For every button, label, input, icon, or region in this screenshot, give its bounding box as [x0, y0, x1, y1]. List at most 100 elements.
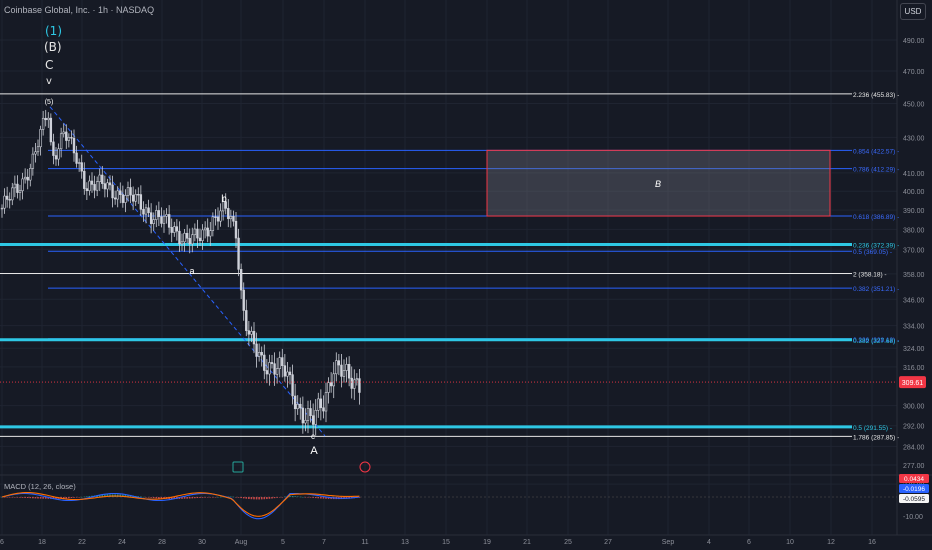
candle-body [144, 207, 148, 215]
candle-body [278, 357, 281, 369]
macd-histogram-bar [289, 495, 291, 497]
macd-histogram-bar [47, 497, 50, 499]
candle-body [34, 151, 37, 155]
macd-histogram-bar [294, 496, 296, 497]
candles [0, 109, 897, 437]
candle-body [121, 194, 125, 203]
time-tick: 6 [747, 539, 751, 546]
candle-body [273, 363, 276, 375]
macd-histogram-bar [263, 497, 266, 500]
candle-body [296, 403, 299, 410]
price-tick: 300.00 [903, 404, 925, 411]
price-axis[interactable]: 490.00 470.00 450.00 430.00 410.00 400.00 390.… [896, 0, 926, 535]
fib-label: 0.5 (291.55) - [853, 425, 892, 432]
candle-body [173, 226, 176, 233]
price-tick: 390.00 [903, 208, 925, 215]
candle-body [113, 197, 117, 200]
macd-label: MACD (12, 26, close) [4, 482, 76, 491]
time-tick: 25 [564, 539, 572, 546]
candle-body [209, 230, 212, 237]
candle-body [103, 183, 107, 190]
candle-body [201, 229, 204, 242]
macd-histogram-bar [237, 497, 240, 498]
time-tick: 18 [38, 539, 46, 546]
macd-histogram-bar [276, 497, 278, 498]
fib-label: 0.382 (327.68) - [853, 338, 899, 345]
wave-label-A: A [310, 445, 318, 457]
macd-histogram-bar [314, 497, 317, 499]
time-axis[interactable]: 6 18 22 24 28 30 Aug 5 7 11 13 15 19 21 25 27 Sep 4 6 10 12 1… [0, 534, 932, 546]
price-tick: 277.00 [903, 463, 925, 470]
candle-body [83, 170, 86, 189]
candle-body [80, 162, 83, 172]
candle-body [293, 395, 297, 410]
macd-histogram-bar [88, 496, 91, 497]
candle-body [193, 228, 197, 236]
fib-label: 2 (358.18) - [853, 271, 887, 278]
macd-histogram-bar [173, 497, 176, 500]
time-tick: Aug [235, 539, 248, 546]
candle-body [162, 215, 166, 224]
macd-histogram-bar [181, 497, 183, 499]
candle-body [137, 193, 140, 196]
price-tick: 410.00 [903, 171, 925, 178]
fib-label: 0.236 (372.39) - [853, 243, 899, 250]
macd-histogram-bar [309, 497, 312, 498]
macd-histogram-bar [21, 497, 24, 498]
candle-body [90, 180, 94, 185]
macd-histogram-bar [73, 497, 75, 498]
candle-body [36, 146, 40, 153]
wave-label-B-paren: (B) [44, 40, 62, 54]
macd-histogram-bar [230, 496, 232, 498]
target-box-label: B [655, 179, 661, 189]
macd-histogram-bar [127, 495, 129, 497]
candle-body [3, 195, 6, 209]
candle-body [116, 190, 119, 200]
fib-label: 0.382 (351.21) - [853, 286, 899, 293]
macd-histogram-bar [26, 497, 29, 499]
macd-histogram-bar [78, 497, 80, 498]
candle-body [196, 228, 199, 239]
macd-histogram-bar [147, 497, 150, 498]
macd-histogram-bar [62, 497, 65, 499]
time-tick: 27 [604, 539, 612, 546]
time-tick: 28 [158, 539, 166, 546]
macd-histogram-bar [255, 497, 258, 500]
candle-body [214, 216, 217, 218]
macd-histogram-bar [8, 497, 11, 498]
candle-body [77, 162, 81, 164]
macd-histogram-bar [258, 497, 260, 500]
fib-label: 0.786 (412.29) - [853, 167, 899, 174]
candle-body [337, 360, 341, 366]
macd-histogram-bar [6, 497, 8, 498]
macd-histogram-bar [227, 496, 230, 498]
candle-body [111, 184, 114, 199]
candle-body [180, 241, 184, 245]
macd-histogram-bar [240, 497, 242, 499]
candle-body [95, 181, 99, 191]
target-box-rect [486, 149, 831, 217]
wave-label-v: v [46, 76, 52, 87]
candle-body [93, 184, 96, 191]
macd-histogram-bar [104, 494, 106, 497]
wave-label-a: a [189, 266, 194, 276]
symbol-title[interactable]: Coinbase Global, Inc. · 1h · NASDAQ [4, 5, 155, 15]
price-tick: 400.00 [903, 189, 925, 196]
candle-body [327, 382, 330, 393]
candle-body [170, 227, 173, 233]
macd-histogram-bar [106, 494, 109, 497]
candle-body [340, 364, 343, 377]
macd-histogram-bar [32, 497, 34, 499]
candle-body [106, 182, 109, 190]
time-tick: 5 [281, 539, 285, 546]
candle-body [134, 193, 137, 202]
time-tick: 30 [198, 539, 206, 546]
currency-button[interactable]: USD [900, 3, 926, 20]
candle-body [250, 331, 253, 335]
candle-body [324, 392, 328, 412]
price-tick: 370.00 [903, 247, 925, 254]
macd-pane[interactable]: MACD (12, 26, close)0.00-10.000.0434-0.0… [0, 474, 932, 521]
candle-body [281, 357, 284, 366]
candle-body [283, 365, 287, 377]
